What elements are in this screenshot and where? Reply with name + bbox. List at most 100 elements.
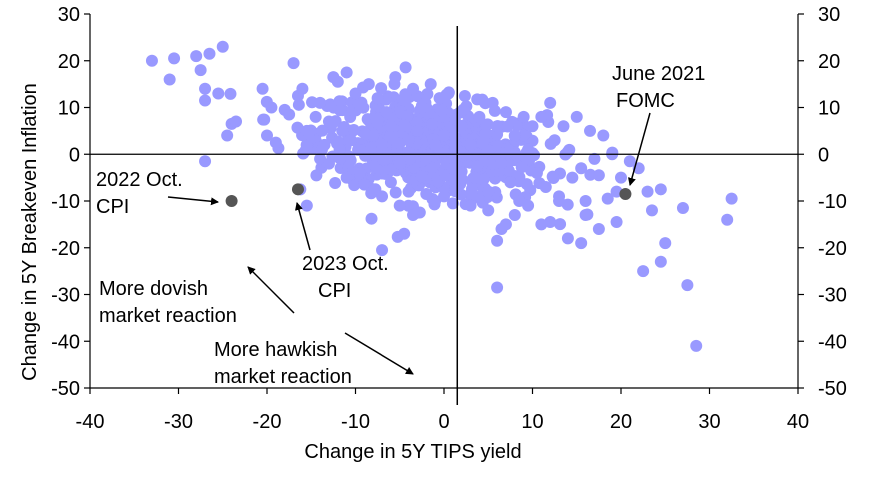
- data-point: [367, 129, 380, 142]
- data-point: [353, 166, 366, 179]
- data-point: [398, 94, 411, 107]
- data-point: [203, 47, 216, 60]
- data-point: [584, 124, 597, 137]
- data-point: [221, 129, 234, 142]
- data-point: [402, 134, 415, 147]
- y-right-tick-label: 30: [818, 4, 840, 26]
- data-point: [384, 176, 397, 189]
- data-point: [145, 54, 158, 67]
- data-point: [199, 155, 212, 168]
- data-point: [592, 169, 605, 182]
- y-right-tick-label: 0: [818, 144, 829, 166]
- data-point: [385, 163, 398, 176]
- data-point: [377, 153, 390, 166]
- data-point: [508, 209, 521, 222]
- data-point: [424, 78, 437, 91]
- data-point: [216, 40, 229, 53]
- data-point: [449, 138, 462, 151]
- data-point: [473, 110, 486, 123]
- arrow-2022-cpi: [167, 196, 219, 206]
- y-tick-label: -30: [51, 285, 80, 307]
- highlighted-points: [225, 183, 632, 207]
- x-tick-label: 20: [610, 411, 632, 433]
- data-point: [641, 185, 654, 198]
- y-right-tick-label: -20: [818, 238, 847, 260]
- x-tick-label: 0: [438, 411, 449, 433]
- data-point: [358, 178, 371, 191]
- data-point: [393, 199, 406, 212]
- data-point: [495, 223, 508, 236]
- data-point: [438, 190, 450, 203]
- y-tick-label: -20: [51, 238, 80, 260]
- data-point: [457, 103, 470, 116]
- data-point: [575, 237, 588, 250]
- data-point: [257, 113, 270, 126]
- data-point: [261, 129, 273, 142]
- data-point: [296, 82, 309, 95]
- data-point: [535, 218, 548, 231]
- data-point: [508, 129, 521, 142]
- data-point: [393, 157, 406, 170]
- data-point: [446, 197, 459, 210]
- annotation-hawkish-line2: market reaction: [214, 366, 352, 388]
- data-point: [398, 227, 411, 240]
- data-point: [340, 66, 353, 79]
- y-tick-label: 10: [58, 98, 80, 120]
- data-point: [482, 204, 495, 217]
- data-point: [464, 199, 477, 212]
- annotation-fomc-line1: June 2021: [612, 63, 705, 85]
- data-point: [399, 61, 412, 74]
- data-point: [376, 244, 389, 257]
- data-point: [446, 162, 459, 175]
- arrow-fomc: [628, 112, 651, 186]
- y-tick-label: -50: [51, 378, 80, 400]
- data-point: [375, 82, 388, 95]
- data-point: [309, 110, 322, 123]
- data-point: [557, 120, 570, 133]
- annotation-dovish-line1: More dovish: [99, 278, 208, 300]
- data-point: [584, 168, 597, 181]
- data-point: [340, 171, 353, 184]
- data-point: [402, 185, 415, 198]
- data-point: [471, 160, 484, 173]
- data-point: [491, 234, 504, 247]
- data-point: [163, 73, 176, 86]
- data-point: [513, 195, 526, 207]
- x-tick-label: -40: [76, 411, 105, 433]
- data-point: [402, 199, 415, 212]
- annotation-2023-cpi: 2023 Oct. CPI: [302, 253, 394, 302]
- data-point: [224, 87, 237, 100]
- tick-labels: 30 20 10 0 -10 -20 -30 -40 -50 30 20 10 0 -10 -20 -30 -4…: [51, 4, 847, 433]
- data-point: [501, 120, 514, 133]
- data-point: [336, 124, 349, 137]
- data-point: [265, 101, 278, 114]
- data-point: [623, 155, 636, 168]
- data-point: [318, 138, 331, 151]
- data-point: [376, 190, 389, 203]
- data-point: [535, 110, 548, 123]
- data-point: [403, 153, 416, 166]
- data-point: [482, 185, 495, 198]
- data-point: [464, 138, 477, 151]
- data-point: [401, 110, 414, 123]
- data-point: [230, 115, 243, 128]
- data-point: [426, 118, 439, 131]
- data-point: [347, 123, 360, 136]
- data-point: [190, 50, 203, 63]
- data-point: [499, 106, 512, 119]
- data-point: [526, 120, 539, 133]
- annotation-fomc-line2: FOMC: [616, 90, 675, 112]
- data-point: [579, 209, 592, 222]
- data-point: [477, 134, 490, 147]
- data-point: [384, 120, 397, 133]
- data-point: [370, 161, 383, 174]
- data-point: [362, 78, 375, 91]
- y-tick-label: 30: [58, 4, 80, 26]
- data-point: [212, 87, 225, 100]
- data-point: [530, 166, 543, 179]
- highlight-point: [225, 195, 238, 207]
- data-point: [420, 187, 433, 200]
- x-axis-title: Change in 5Y TIPS yield: [304, 441, 521, 463]
- data-point: [310, 169, 323, 182]
- data-point: [168, 52, 181, 65]
